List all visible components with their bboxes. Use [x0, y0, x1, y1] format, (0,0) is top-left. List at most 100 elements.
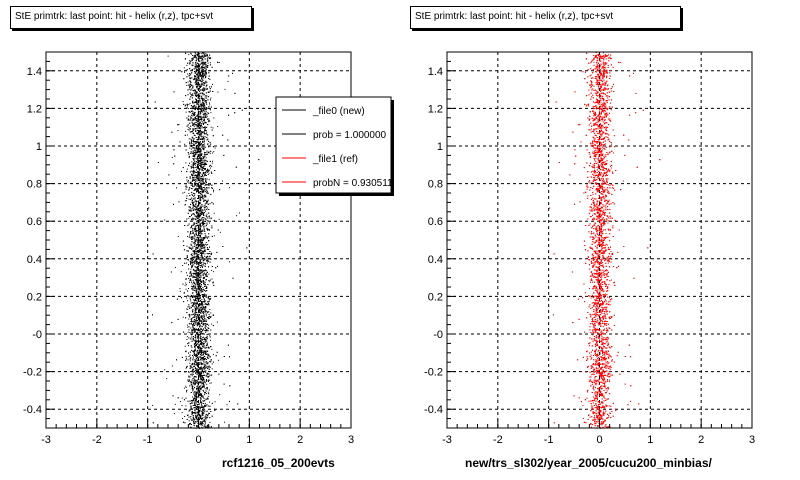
- data-point: [192, 400, 194, 402]
- data-point: [191, 208, 193, 210]
- data-point: [203, 157, 204, 159]
- data-point: [198, 171, 200, 173]
- data-point: [198, 367, 200, 368]
- data-point: [193, 232, 194, 234]
- data-point: [197, 385, 199, 387]
- data-point: [193, 114, 195, 116]
- data-point: [197, 224, 199, 226]
- data-point: [190, 105, 192, 106]
- data-point: [187, 94, 189, 96]
- data-point: [197, 370, 198, 372]
- data-point: [192, 232, 194, 234]
- data-point: [197, 291, 199, 293]
- data-point: [204, 115, 206, 117]
- data-point: [191, 174, 193, 176]
- data-point: [202, 262, 204, 264]
- data-point: [205, 294, 207, 296]
- data-point: [201, 311, 203, 312]
- data-point: [204, 132, 206, 134]
- data-point: [195, 248, 197, 250]
- data-point: [203, 321, 204, 323]
- data-point: [187, 129, 189, 131]
- data-point: [203, 229, 205, 231]
- data-point: [193, 79, 195, 81]
- data-point: [203, 361, 205, 363]
- data-point: [196, 278, 198, 280]
- data-point: [200, 71, 202, 73]
- data-point: [193, 421, 194, 423]
- data-point: [199, 406, 201, 408]
- data-point: [197, 159, 199, 161]
- data-point: [200, 218, 202, 220]
- data-point: [204, 270, 206, 272]
- data-point: [204, 220, 206, 222]
- data-point: [166, 378, 168, 380]
- data-point: [202, 400, 204, 402]
- data-point: [201, 264, 203, 266]
- data-point: [206, 160, 208, 162]
- data-point: [195, 77, 197, 79]
- data-point: [182, 240, 184, 242]
- data-point: [206, 95, 208, 97]
- data-point: [193, 68, 195, 70]
- data-point: [229, 356, 230, 358]
- data-point: [196, 184, 198, 186]
- data-point: [202, 387, 204, 388]
- data-point: [193, 254, 195, 256]
- data-point: [180, 271, 182, 273]
- data-point: [227, 344, 229, 346]
- data-point: [191, 88, 193, 90]
- data-point: [203, 319, 205, 320]
- data-point: [197, 293, 198, 295]
- data-point: [207, 118, 209, 120]
- data-point: [196, 360, 198, 362]
- data-point: [197, 286, 199, 287]
- data-point: [199, 261, 201, 263]
- data-point: [197, 235, 199, 237]
- data-point: [213, 191, 214, 193]
- data-point: [190, 273, 192, 275]
- data-point: [182, 316, 184, 318]
- data-point: [204, 410, 206, 412]
- data-point: [198, 407, 199, 409]
- data-point: [199, 122, 201, 124]
- data-point: [206, 287, 208, 289]
- data-point: [190, 258, 192, 260]
- data-point: [203, 350, 205, 352]
- data-point: [198, 168, 200, 170]
- data-point: [191, 148, 192, 150]
- data-point: [211, 269, 213, 271]
- data-point: [205, 263, 206, 265]
- data-point: [196, 139, 198, 141]
- data-point: [204, 230, 206, 232]
- data-point: [199, 363, 201, 365]
- data-point: [197, 324, 199, 326]
- data-point: [246, 247, 248, 249]
- data-point: [193, 114, 195, 116]
- data-point: [207, 201, 209, 202]
- data-point: [192, 207, 194, 208]
- data-point: [199, 345, 201, 347]
- data-point: [199, 382, 201, 384]
- data-point: [197, 241, 199, 242]
- data-point: [206, 274, 208, 276]
- data-point: [213, 151, 215, 153]
- data-point: [192, 390, 194, 392]
- data-point: [191, 120, 193, 122]
- data-point: [195, 119, 197, 121]
- data-point: [187, 259, 189, 261]
- data-point: [196, 175, 198, 177]
- data-point: [188, 420, 190, 422]
- data-point: [196, 290, 198, 292]
- data-point: [205, 75, 207, 77]
- data-point: [199, 154, 201, 155]
- data-point: [203, 84, 205, 86]
- data-point: [198, 119, 200, 121]
- data-point: [193, 402, 195, 404]
- data-point: [193, 106, 195, 108]
- data-point: [195, 146, 197, 148]
- data-point: [200, 75, 202, 76]
- data-point: [200, 340, 202, 342]
- data-point: [202, 106, 204, 108]
- data-point: [202, 312, 204, 314]
